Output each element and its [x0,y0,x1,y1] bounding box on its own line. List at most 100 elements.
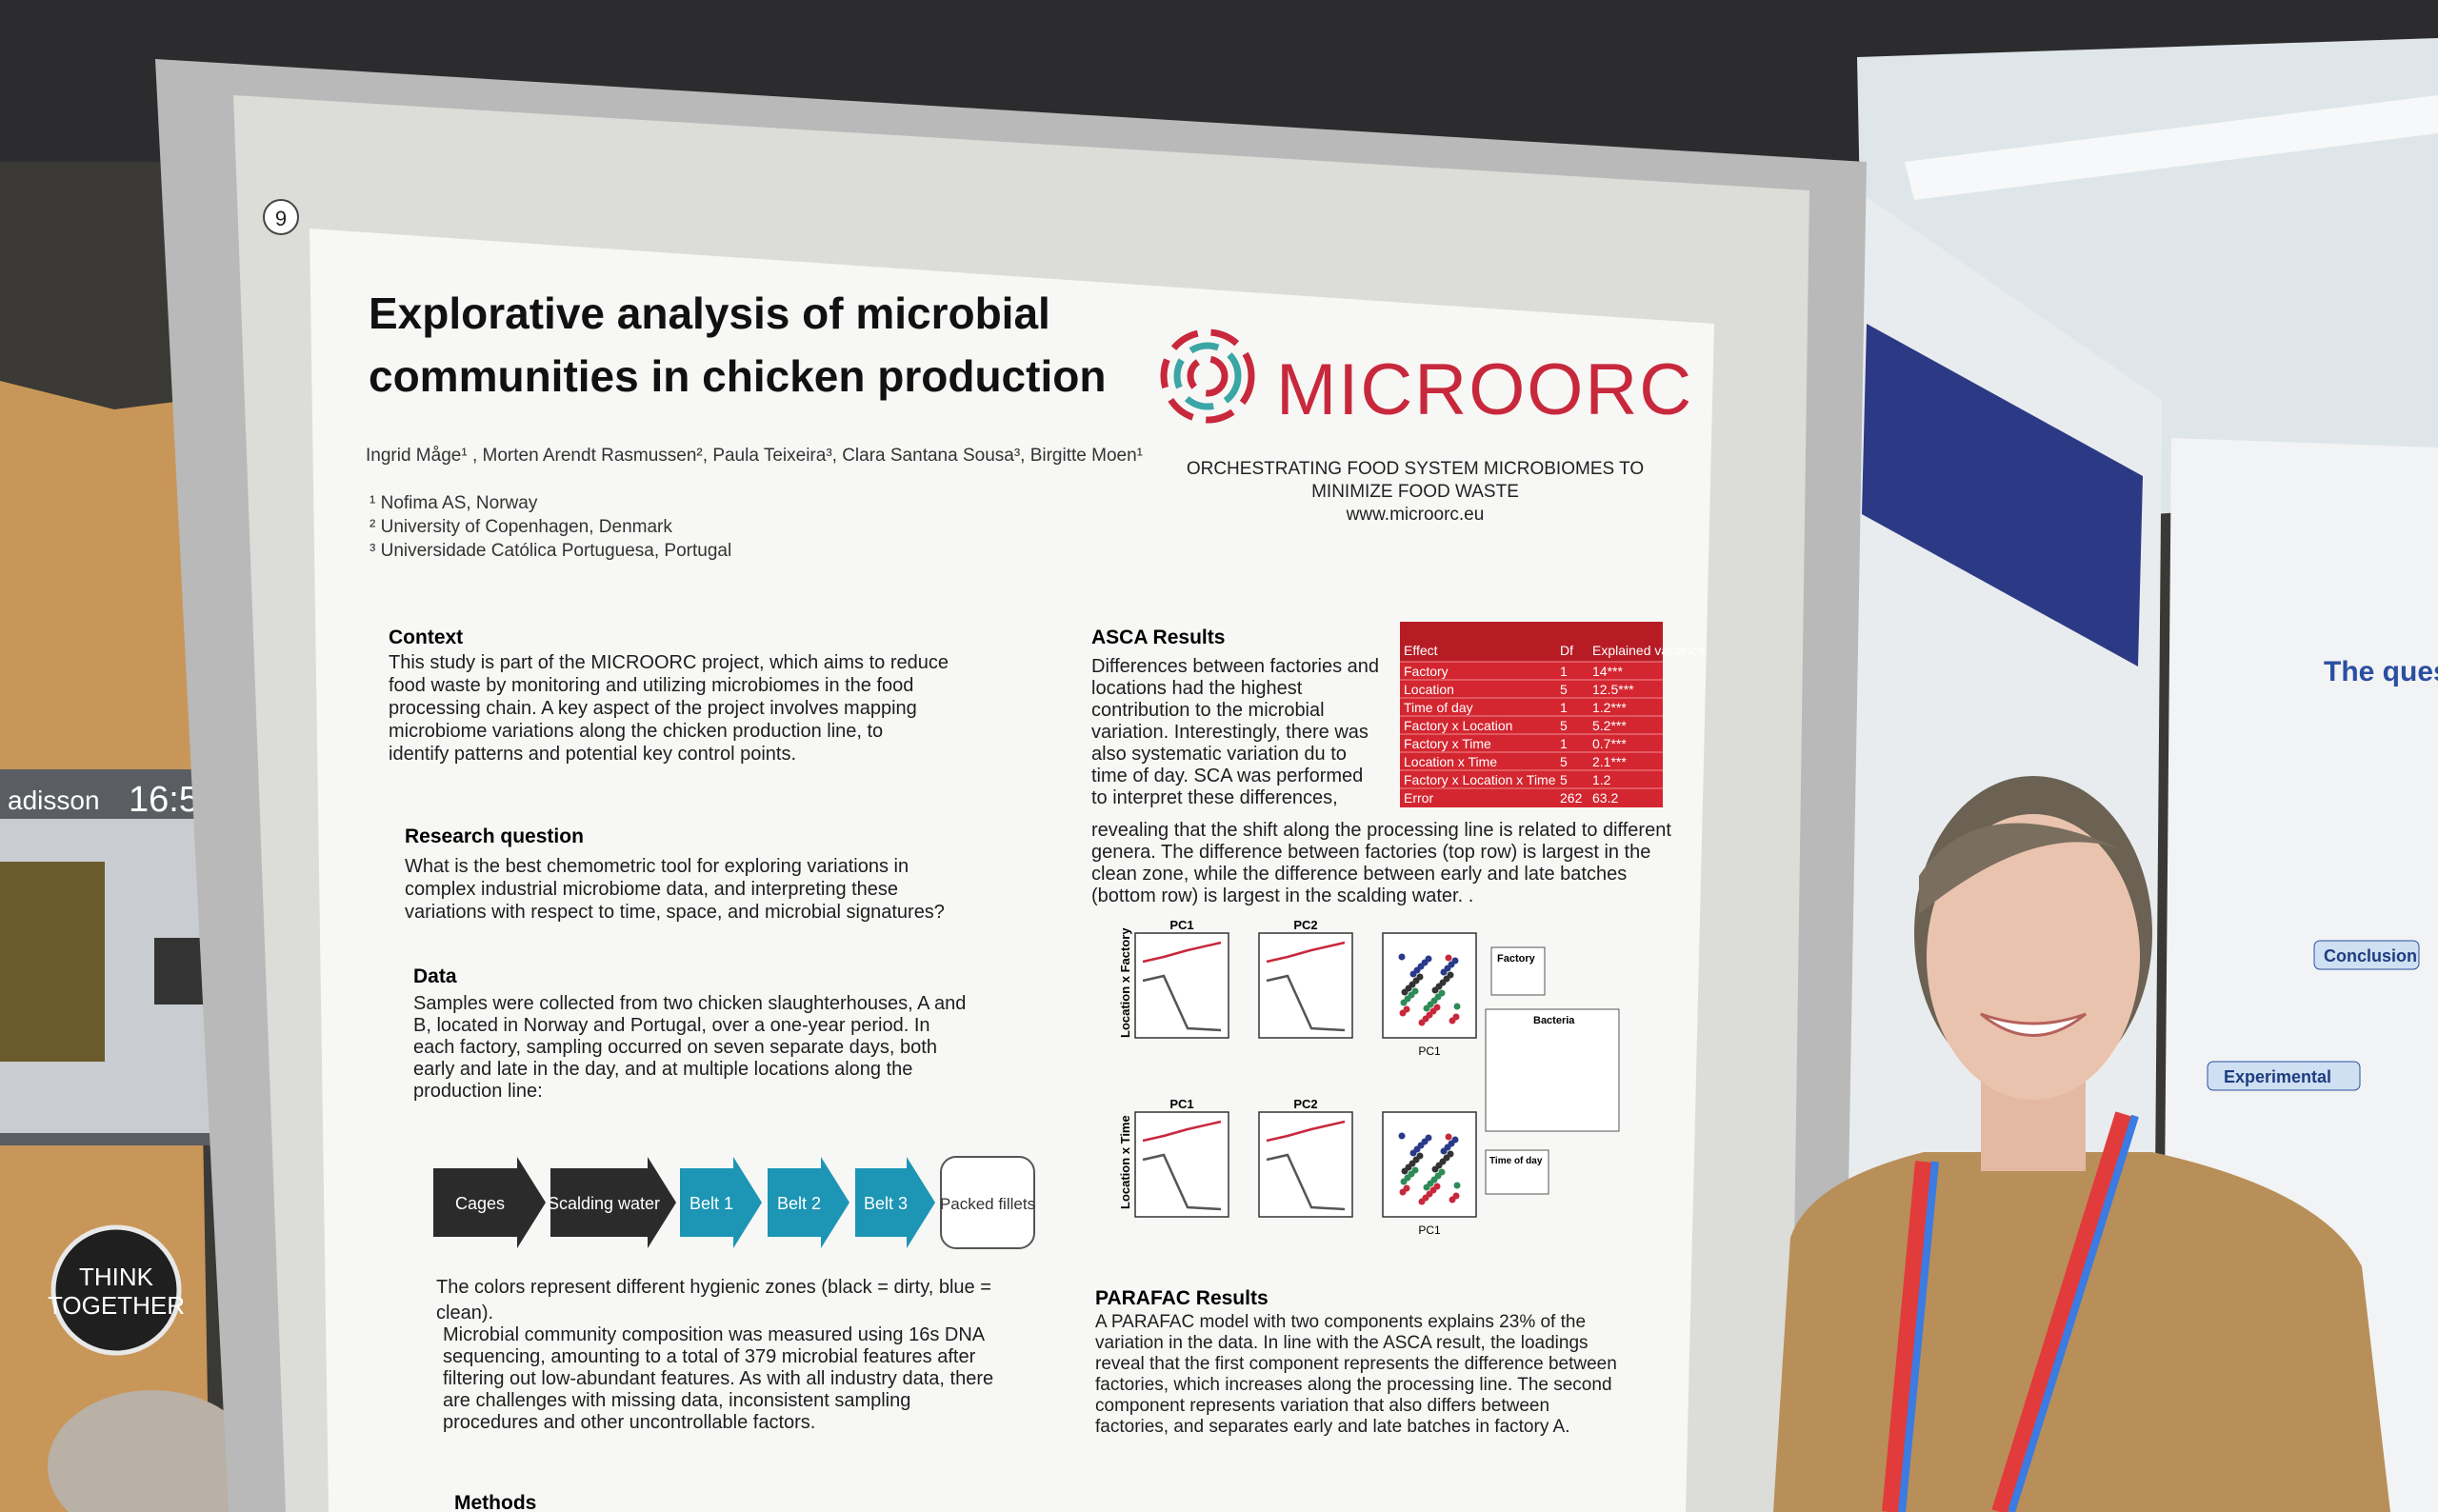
conclusion-label: Conclusion [2324,946,2417,965]
table-cell: 5 [1560,718,1568,733]
side-poster-header [1862,324,2143,666]
text-line: production line: [413,1081,543,1102]
logo-name: MICROORC [1276,349,1693,430]
text-line: filtering out low-abundant features. As … [443,1368,993,1389]
chair [48,1390,257,1512]
table-cell: Factory [1404,664,1449,679]
plot-line [1142,941,1222,964]
plot-dot [1449,1196,1456,1204]
legend-box [1490,946,1546,996]
flow-box [940,1156,1035,1249]
table-cell: Time of day [1404,700,1473,715]
text-line: revealing that the shift along the proce… [1091,820,1671,841]
legend-box [1485,1008,1620,1132]
plot-frame [1382,1111,1477,1218]
authors: Ingrid Måge¹ , Morten Arendt Rasmussen²,… [366,446,1143,466]
text-line: A PARAFAC model with two components expl… [1095,1312,1586,1332]
text-line: time of day. SCA was performed [1091,766,1363,786]
lanyard-stripe [1898,1114,2139,1512]
table-cell: 63.2 [1592,790,1618,806]
lanyard [1882,1111,2132,1512]
legend-title: Bacteria [1533,1015,1575,1026]
text-line: early and late in the day, and at multip… [413,1059,912,1080]
section-heading: Data [413,965,457,987]
table-cell: Factory x Location [1404,718,1512,733]
flow-arrow [550,1157,676,1248]
text-line: ² University of Copenhagen, Denmark [370,517,672,537]
table-cell: 1.2*** [1592,700,1627,715]
table-cell: 1.2 [1592,772,1611,787]
flow-label: Belt 3 [864,1194,908,1213]
text-line: to interpret these differences, [1091,787,1338,808]
logo-ring [1187,355,1229,397]
text-line: microbiome variations along the chicken … [389,721,883,742]
plot-dot [1401,1167,1409,1175]
plot-line [1142,1120,1222,1143]
smile [1980,1012,2087,1037]
section-heading: Research question [405,826,584,847]
plot-dot [1400,1178,1408,1185]
row-label: Location x Time [1118,1115,1132,1209]
plot-dot [1399,1188,1407,1196]
plot-line [1266,941,1346,964]
plot-dot [1418,1019,1426,1026]
plot-title: PC1 [1169,918,1193,932]
section-heading: PARAFAC Results [1095,1287,1269,1309]
plot-line [1266,1120,1346,1143]
table-header: Effect [1404,643,1438,658]
poster-number-circle [263,199,299,235]
table-header: Explained variance [1592,643,1706,658]
table-cell: Location x Time [1404,754,1497,769]
text-line: factories, which increases along the pro… [1095,1375,1612,1395]
conclusion-box [2313,940,2420,970]
plot-frame [1382,932,1477,1039]
text-line: Differences between factories and [1091,656,1379,677]
table-cell: 1 [1560,736,1568,751]
flow-label: Scalding water [548,1194,660,1213]
plot-line [1266,974,1346,1032]
screen-brand: adisson [8,786,100,815]
table-cell: Location [1404,682,1454,697]
plot-dot [1431,986,1439,994]
fringe [1919,823,2138,914]
plot-dot [1399,1009,1407,1017]
right-poster-title: The quest [2324,656,2438,687]
plot-dot [1409,970,1417,978]
plot-dot [1409,1149,1417,1157]
section-heading: ASCA Results [1091,627,1225,648]
plot-dot [1401,988,1409,996]
flow-arrow [768,1157,849,1248]
text-line: ¹ Nofima AS, Norway [370,493,538,513]
plot-dot [1418,1198,1426,1205]
text-line: What is the best chemometric tool for ex… [405,856,909,877]
text-line: This study is part of the MICROORC proje… [389,652,949,673]
text-line: genera. The difference between factories… [1091,842,1650,863]
text-line: identify patterns and potential key cont… [389,744,796,765]
table-cell: 262 [1560,790,1583,806]
experimental-label: Experimental [2224,1067,2331,1086]
table-cell: 5 [1560,682,1568,697]
text-line: (bottom row) is largest in the scalding … [1091,885,1473,906]
experimental-box [2207,1061,2361,1091]
text-line: processing chain. A key aspect of the pr… [389,698,917,719]
plot-dot [1423,1005,1430,1012]
plot-title: PC2 [1293,918,1317,932]
plot-dot [1400,999,1408,1006]
window-beam [1905,95,2438,200]
badge-line: THINK [79,1263,154,1291]
poster-number: 9 [275,207,287,230]
text-line: component represents variation that also… [1095,1396,1549,1416]
plot-dot [1453,1182,1461,1189]
text-line: ORCHESTRATING FOOD SYSTEM MICROBIOMES TO [1187,459,1644,479]
plot-title: PC1 [1169,1097,1193,1111]
plot-dot [1453,1003,1461,1010]
section-heading: Context [389,627,463,648]
poster-content: Explorative analysis of microbial communi… [366,288,1706,1512]
table-cell: Factory x Time [1404,736,1491,751]
flow-label: Belt 1 [689,1194,733,1213]
text-line: reveal that the first component represen… [1095,1354,1617,1374]
legend-title: Time of day [1489,1156,1543,1166]
text-line: factories, and separates early and late … [1095,1417,1570,1437]
plot-line [1142,1153,1222,1211]
logo-ring [1173,342,1242,410]
